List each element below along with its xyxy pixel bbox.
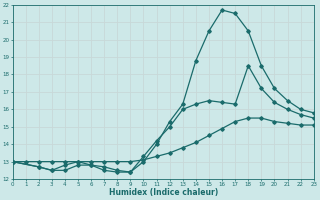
X-axis label: Humidex (Indice chaleur): Humidex (Indice chaleur) [108,188,218,197]
